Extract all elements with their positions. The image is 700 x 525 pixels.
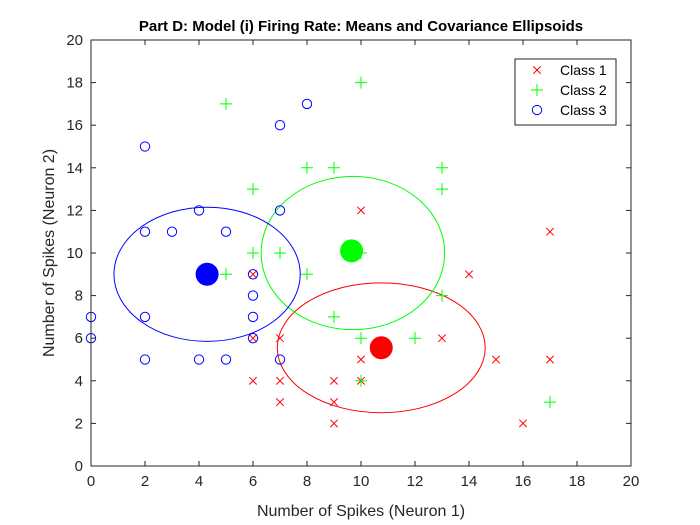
data-point-class-3 — [193, 205, 205, 216]
data-point-class-2 — [301, 161, 313, 174]
y-tick-label: 12 — [66, 202, 83, 219]
data-point-class-2 — [328, 161, 340, 174]
data-point-class-1 — [248, 376, 258, 385]
y-tick-label: 10 — [66, 245, 83, 262]
x-tick-label: 10 — [353, 473, 370, 490]
data-point-class-1 — [464, 270, 474, 279]
y-tick-label: 6 — [75, 330, 83, 347]
data-point-class-1 — [275, 334, 285, 343]
x-tick-label: 6 — [249, 473, 257, 490]
data-point-class-1 — [545, 227, 555, 236]
x-tick-label: 4 — [195, 473, 203, 490]
covariance-ellipses — [113, 175, 486, 414]
covariance-ellipse-class-2 — [260, 175, 446, 331]
y-tick-label: 2 — [75, 415, 83, 432]
x-tick-label: 0 — [87, 473, 95, 490]
data-point-class-2 — [328, 310, 340, 323]
data-point-class-2 — [409, 332, 421, 345]
data-point-class-2 — [220, 268, 232, 281]
data-point-class-2 — [355, 76, 367, 89]
y-tick-label: 20 — [66, 32, 83, 49]
y-axis-label: Number of Spikes (Neuron 2) — [41, 149, 58, 357]
data-point-class-1 — [356, 355, 366, 364]
legend-marker-class-2 — [531, 84, 543, 96]
data-point-class-3 — [247, 333, 259, 344]
data-point-class-3 — [139, 226, 151, 237]
legend-marker-class-3 — [531, 104, 543, 116]
x-axis-label: Number of Spikes (Neuron 1) — [257, 503, 465, 520]
data-point-class-2 — [247, 183, 259, 196]
data-point-class-1 — [248, 270, 258, 279]
y-tick-label: 18 — [66, 75, 83, 92]
x-tick-label: 14 — [461, 473, 478, 490]
data-point-class-2 — [544, 396, 556, 409]
data-point-class-3 — [139, 354, 151, 365]
data-point-class-2 — [220, 97, 232, 110]
data-point-class-3 — [139, 311, 151, 323]
data-point-class-2 — [355, 374, 367, 387]
legend-label-class-1: Class 1 — [560, 62, 607, 78]
data-points — [85, 76, 556, 428]
legend-marker-class-1 — [532, 65, 542, 75]
data-point-class-3 — [247, 269, 259, 280]
data-point-class-1 — [545, 355, 555, 364]
covariance-ellipse-class-3 — [113, 206, 301, 342]
chart-title: Part D: Model (i) Firing Rate: Means and… — [139, 18, 583, 35]
data-point-class-2 — [274, 247, 286, 259]
data-point-class-2 — [301, 268, 313, 281]
x-tick-label: 12 — [407, 473, 424, 490]
data-point-class-3 — [274, 354, 286, 365]
data-point-class-3 — [247, 290, 259, 301]
data-point-class-3 — [193, 354, 205, 365]
data-point-class-1 — [356, 206, 366, 215]
covariance-ellipse-class-1 — [276, 282, 486, 414]
class-means — [195, 239, 393, 360]
y-tick-label: 8 — [75, 288, 83, 305]
data-point-class-3 — [247, 311, 259, 323]
mean-marker-class-1 — [369, 336, 393, 360]
data-point-class-1 — [437, 334, 447, 343]
x-tick-label: 2 — [141, 473, 149, 490]
data-point-class-1 — [275, 376, 285, 385]
data-point-class-3 — [139, 141, 151, 152]
y-tick-label: 4 — [75, 373, 83, 390]
x-tick-label: 16 — [515, 473, 532, 490]
data-point-class-1 — [491, 355, 501, 364]
axis-ticks: 0 2 4 6 8 10 12 14 16 18 20 0 2 4 6 8 10 12 14 16 18 20 — [66, 32, 639, 490]
x-tick-label: 18 — [569, 473, 586, 490]
x-tick-label: 20 — [623, 473, 640, 490]
data-point-class-3 — [274, 120, 286, 131]
legend-label-class-3: Class 3 — [560, 102, 607, 118]
y-tick-label: 0 — [75, 458, 83, 475]
data-point-class-1 — [329, 398, 339, 407]
data-point-class-2 — [436, 161, 448, 174]
data-point-class-3 — [274, 205, 286, 216]
data-point-class-2 — [355, 332, 367, 345]
x-tick-label: 8 — [303, 473, 311, 490]
data-point-class-1 — [329, 376, 339, 385]
data-point-class-2 — [436, 289, 448, 302]
y-tick-label: 16 — [66, 117, 83, 134]
data-point-class-2 — [247, 247, 259, 259]
data-point-class-3 — [220, 226, 232, 237]
data-point-class-3 — [166, 226, 178, 237]
data-point-class-1 — [518, 419, 528, 428]
mean-marker-class-3 — [195, 262, 219, 286]
data-point-class-1 — [248, 334, 258, 343]
y-tick-label: 14 — [66, 160, 83, 177]
legend-label-class-2: Class 2 — [560, 82, 607, 98]
legend: Class 1 Class 2 Class 3 — [514, 58, 617, 126]
data-point-class-1 — [275, 398, 285, 407]
mean-marker-class-2 — [340, 239, 364, 263]
data-point-class-3 — [220, 354, 232, 365]
data-point-class-1 — [329, 419, 339, 428]
data-point-class-2 — [436, 183, 448, 196]
legend-box — [514, 58, 617, 126]
data-point-class-3 — [301, 98, 313, 110]
